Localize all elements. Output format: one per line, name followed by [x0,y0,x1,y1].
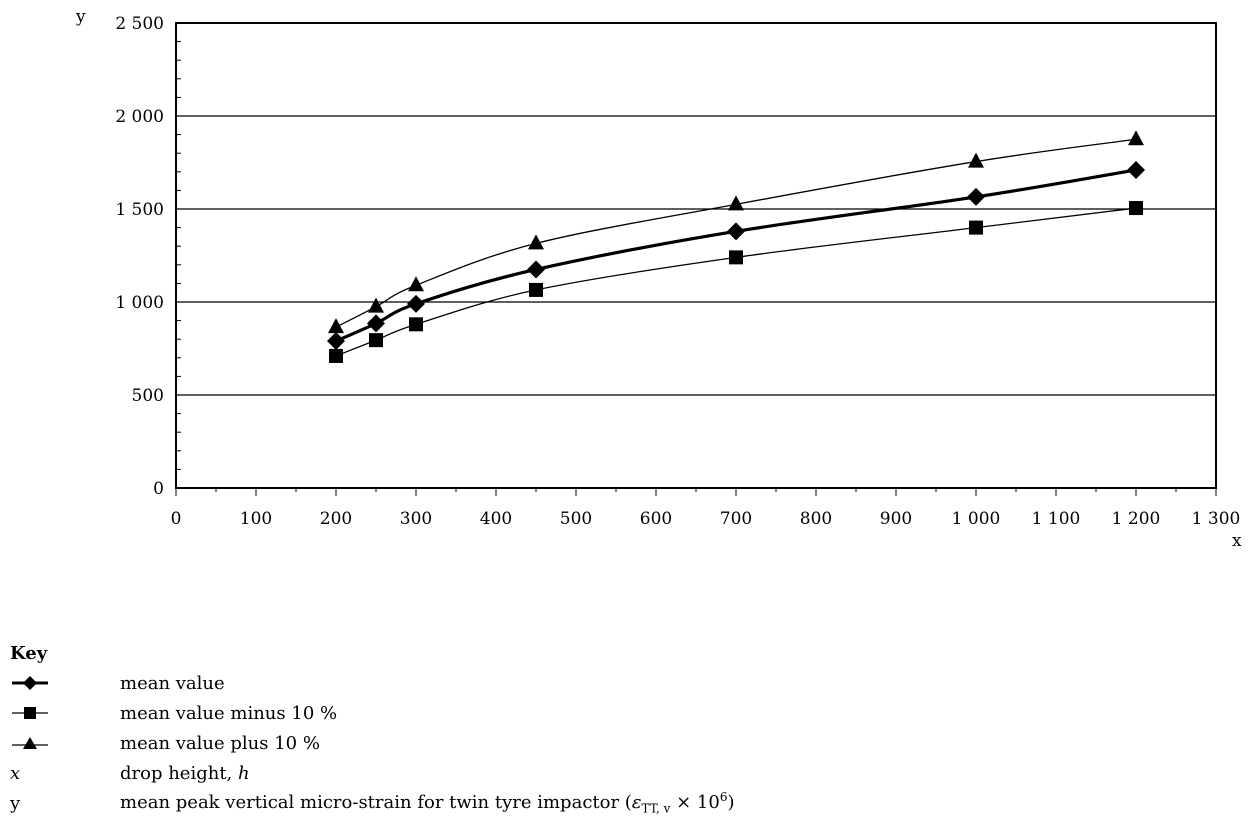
x-axis-letter: x [1232,531,1242,551]
data-point-diamond [407,294,425,313]
x-tick-label: 600 [640,509,672,529]
x-tick-label: 500 [560,509,592,529]
key-title: Key [10,643,48,664]
key-row-x: x drop height, h [10,758,1240,788]
key-letter-x: x [10,762,21,784]
key-label-mean: mean value [120,672,225,694]
key-row-minus: mean value minus 10 % [10,698,1240,728]
x-tick-label: 700 [720,509,752,529]
data-point-square [369,333,383,348]
key-label-minus: mean value minus 10 % [120,702,338,724]
x-tick-label: 1 200 [1112,509,1161,529]
x-tick-label: 400 [480,509,512,529]
data-point-triangle [408,276,424,292]
y-tick-label: 2 000 [115,107,164,127]
data-point-triangle [1128,130,1144,146]
x-tick-label: 0 [171,509,182,529]
data-point-triangle [528,234,544,250]
gridlines [176,115,1216,396]
y-tick-labels: 0 500 1 000 1 500 2 000 2 500 [115,14,164,499]
data-point-diamond [527,260,545,279]
data-point-diamond [327,332,345,351]
x-tick-label: 300 [400,509,432,529]
series-markers [327,130,1145,363]
chart-key: Key mean value mean value minus 10 % mea… [10,640,1240,818]
key-symbol-square [10,705,120,721]
key-desc-x: drop height, h [120,762,250,784]
chart: 0 100 200 300 400 500 600 700 800 900 1 000 1 100 1 … [75,7,1242,551]
key-letter-y: y [10,792,21,814]
data-point-triangle [328,318,344,334]
data-point-diamond [1127,160,1145,179]
x-tick-labels: 0 100 200 300 400 500 600 700 800 900 1 000 1 100 1 … [171,509,1241,529]
key-symbol-diamond [10,675,120,691]
y-tick-label: 1 000 [115,293,164,313]
key-row-mean: mean value [10,668,1240,698]
y-tick-label: 0 [153,479,164,499]
data-point-square [729,250,743,265]
y-tick-label: 1 500 [115,200,164,220]
data-point-diamond [367,314,385,333]
key-symbol-triangle [10,735,120,751]
data-point-diamond [967,187,985,206]
key-desc-y: mean peak vertical micro-strain for twin… [120,790,735,816]
x-tick-label: 1 300 [1192,509,1241,529]
data-point-diamond [727,222,745,241]
key-label-plus: mean value plus 10 % [120,732,320,754]
data-point-square [529,282,543,297]
y-tick-label: 2 500 [115,14,164,34]
x-tick-label: 1 000 [952,509,1001,529]
x-tick-label: 900 [880,509,912,529]
x-tick-label: 100 [240,509,272,529]
key-row-y: y mean peak vertical micro-strain for tw… [10,788,1240,818]
data-point-square [969,220,983,235]
x-tick-label: 200 [320,509,352,529]
series-lines [335,138,1137,357]
y-axis-letter: y [75,7,86,27]
x-tick-label: 1 100 [1032,509,1081,529]
y-tick-label: 500 [132,386,164,406]
plot-frame [175,22,1217,489]
x-tick-label: 800 [800,509,832,529]
data-point-triangle [368,297,384,313]
data-point-square [409,317,423,332]
data-point-triangle [728,195,744,211]
key-row-plus: mean value plus 10 % [10,728,1240,758]
data-point-square [329,348,343,363]
data-point-square [1129,201,1143,216]
data-point-triangle [968,152,984,168]
minor-ticks [175,22,1217,496]
